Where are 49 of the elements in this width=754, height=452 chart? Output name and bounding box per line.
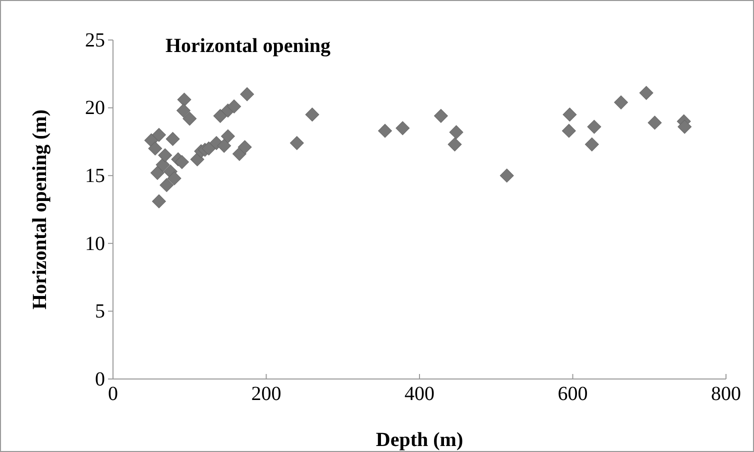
point [639,86,654,100]
point [167,171,182,186]
y-tick-label: 5 [95,300,105,323]
point [448,137,462,152]
point [678,120,692,134]
y-tick-label: 25 [85,29,105,52]
y-tick-label: 0 [95,368,105,390]
point [500,168,514,183]
y-tick-label: 20 [85,97,105,120]
point [217,138,232,153]
point [176,104,190,118]
y-tick-label: 15 [85,165,105,187]
point [305,108,320,122]
x-axis-title: Depth (m) [376,429,464,451]
point [587,120,602,134]
y-axis-title: Horizontal opening (m) [29,110,51,310]
point [238,140,252,154]
point [240,87,254,102]
point [396,121,410,136]
x-tick-label: 400 [404,383,434,405]
chart-title: Horizontal opening [165,35,331,57]
x-tick-label: 200 [251,383,282,405]
point [213,108,228,123]
point [177,92,192,107]
point [227,99,242,114]
point [150,166,164,180]
point [648,116,662,130]
point [584,137,599,152]
point [158,148,172,162]
point [166,132,180,146]
point [152,128,166,142]
point [148,142,162,156]
point [434,108,448,123]
point [562,124,576,138]
point [160,178,174,192]
point [182,112,197,126]
point [290,136,304,150]
point [175,155,189,169]
x-tick-label: 800 [711,383,741,405]
x-tick-label: 600 [558,383,588,405]
point [202,142,216,156]
point [156,158,170,172]
point [449,125,464,140]
point [220,129,235,144]
point [152,194,166,208]
point [562,108,577,122]
point [378,124,392,138]
point [614,95,628,110]
y-tick-label: 10 [85,232,105,255]
